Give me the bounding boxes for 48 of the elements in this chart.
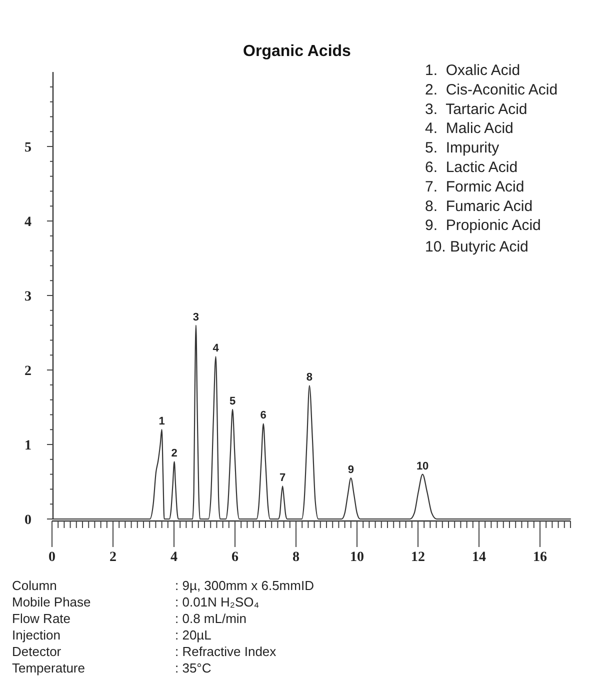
x-tick-label: 6 [232, 550, 238, 565]
text: Column [12, 578, 57, 593]
annotation: 9 [348, 464, 354, 476]
text: : 35°C [175, 660, 212, 676]
x-tick-label: 4 [170, 550, 178, 565]
annotation: 10 [416, 460, 429, 472]
text: Temperature [12, 660, 85, 676]
annotation: 2. Cis-Aconitic Acid [425, 81, 558, 98]
annotation: 1 [158, 416, 165, 428]
annotation: 2 [171, 448, 178, 460]
y-tick-label: 4 [24, 215, 32, 230]
annotation: 9. Propionic Acid [425, 217, 541, 234]
y-tick-label: 1 [24, 438, 32, 454]
x-tick-label: 0 [48, 550, 56, 565]
y-tick-label: 3 [24, 290, 32, 305]
text: Injection [12, 628, 60, 642]
annotation: 5. Impurity [425, 140, 500, 157]
annotation: 6. Lactic Acid [425, 159, 518, 176]
x-tick-label: 8 [292, 550, 300, 565]
y-tick-label: 5 [24, 140, 32, 156]
annotation: 8. Fumaric Acid [425, 198, 533, 215]
annotation: 1. Oxalic Acid [425, 62, 520, 79]
annotation: 4. Malic Acid [425, 120, 514, 138]
x-tick-label: 14 [472, 550, 486, 565]
text: : 20µL [175, 628, 212, 642]
annotation: 7. Formic Acid [425, 178, 524, 196]
text: : 9µ, 300mm x 6.5mmID [175, 578, 314, 593]
annotation: 8 [306, 372, 312, 384]
text: Detector [12, 644, 62, 659]
x-tick-label: 2 [110, 550, 116, 565]
annotation: 10. Butyric Acid [425, 238, 528, 256]
y-tick-label: 0 [24, 513, 32, 528]
annotation: 3. Tartaric Acid [425, 100, 528, 118]
annotation: 4 [212, 342, 220, 355]
x-tick-label: 16 [533, 550, 547, 565]
x-tick-label: 12 [411, 550, 425, 565]
annotation: 5 [229, 395, 236, 408]
annotation: 3 [192, 311, 200, 324]
text: : Refractive Index [175, 644, 277, 659]
text: Flow Rate [12, 611, 71, 626]
y-tick-label: 2 [24, 364, 32, 380]
text: : 0.8 mL/min [175, 611, 247, 626]
text: Mobile Phase [12, 594, 91, 610]
chart-title: Organic Acids [243, 43, 352, 60]
annotation: 6 [260, 410, 266, 422]
text: : 0.01N H₂SO₄ [175, 594, 260, 610]
annotation: 7 [280, 472, 286, 484]
x-tick-label: 10 [350, 550, 364, 565]
